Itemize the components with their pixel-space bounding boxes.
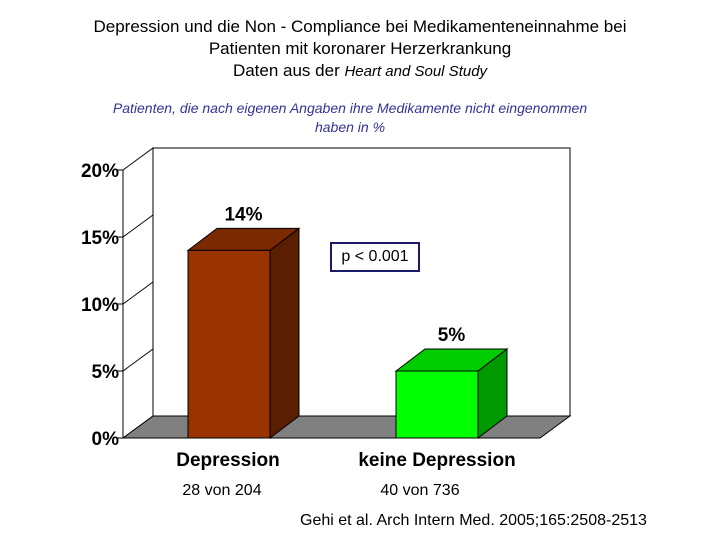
title-line-3: Daten aus der Heart and Soul Study (0, 60, 720, 83)
citation: Gehi et al. Arch Intern Med. 2005;165:25… (300, 512, 647, 529)
count-depression: 28 von 204 (182, 482, 262, 499)
bar-keine-depression (395, 370, 479, 439)
category-label-keine-depression: keine Depression (358, 450, 516, 471)
chart-subtitle: Patienten, die nach eigenen Angaben ihre… (40, 99, 660, 137)
title-line-3-prefix: Daten aus der (232, 61, 345, 80)
bar-side-depression (269, 227, 300, 440)
subtitle-line-1: Patienten, die nach eigenen Angaben ihre… (112, 100, 588, 116)
wall-gridline (122, 348, 154, 372)
y-tick-label: 20% (81, 161, 119, 182)
study-name: Heart and Soul Study (344, 63, 488, 80)
category-label-depression: Depression (176, 450, 280, 471)
wall-gridline (122, 281, 154, 305)
title-line-1: Depression und die Non - Compliance bei … (93, 17, 627, 36)
subtitle-line-2: haben in % (314, 119, 386, 135)
count-keine-depression: 40 von 736 (380, 482, 460, 499)
title-line-2: Patienten mit koronarer Herzerkrankung (208, 39, 512, 58)
bar-depression (187, 249, 271, 439)
y-tick-label: 10% (81, 295, 119, 316)
p-value-box: p < 0.001 (330, 242, 420, 272)
chart-title: Depression und die Non - Compliance bei … (0, 16, 720, 83)
data-label-keine-depression: 5% (438, 325, 466, 346)
wall-gridline (122, 214, 154, 238)
y-tick-label: 15% (81, 228, 119, 249)
data-label-depression: 14% (224, 204, 262, 225)
y-tick-label: 5% (92, 362, 120, 383)
y-tick-label: 0% (92, 429, 120, 450)
